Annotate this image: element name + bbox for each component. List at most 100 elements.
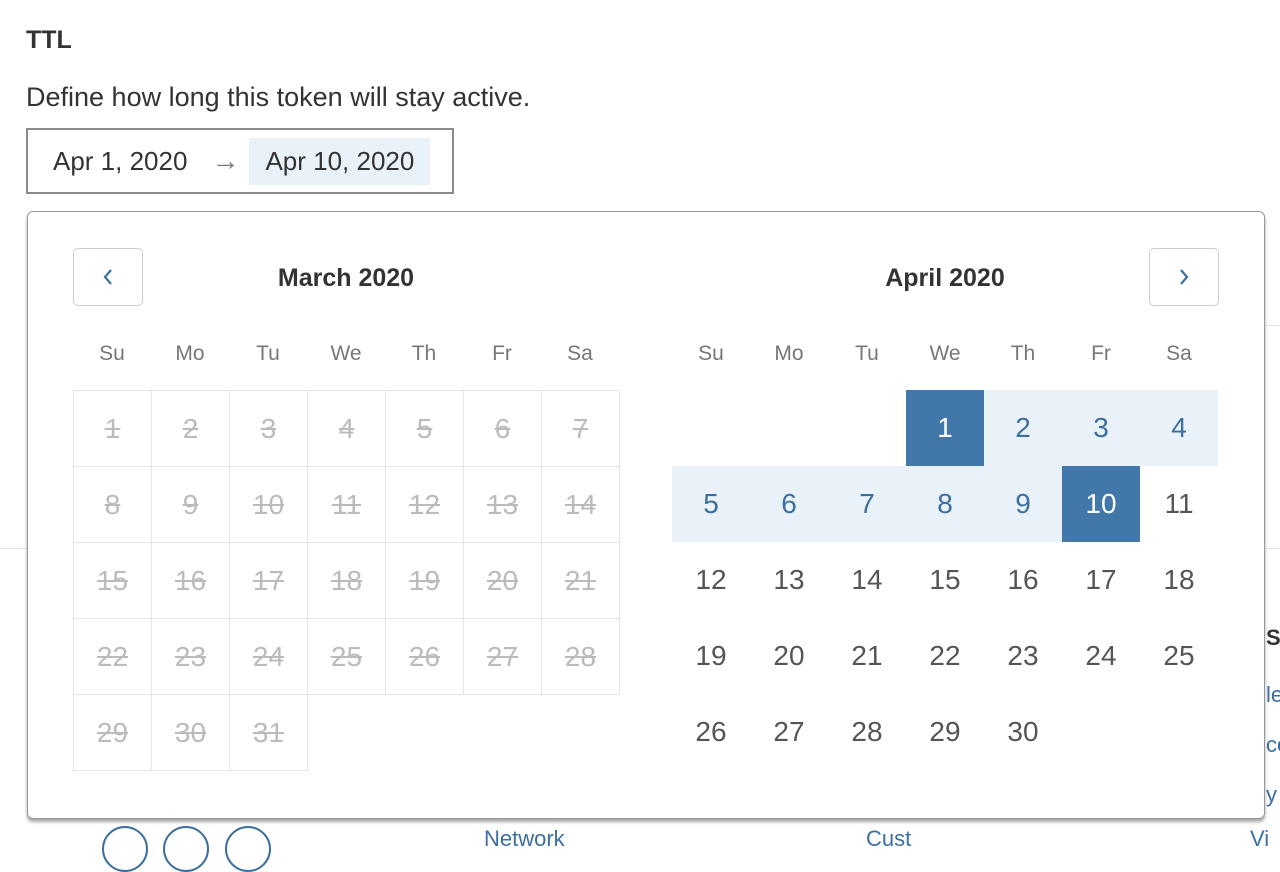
day-12[interactable]: 12 bbox=[695, 564, 727, 595]
month-title-march: March 2020 bbox=[277, 264, 415, 292]
weekday-header: Su Mo Tu We Th Fr Sa bbox=[73, 342, 619, 390]
day-23[interactable]: 23 bbox=[1007, 640, 1039, 671]
day-26: 26 bbox=[385, 618, 464, 695]
date-range-input[interactable]: Apr 1, 2020 → Apr 10, 2020 bbox=[26, 128, 454, 194]
weekday-label: We bbox=[929, 342, 961, 365]
day-1[interactable]: 1 bbox=[906, 390, 984, 466]
weekday-label: Su bbox=[99, 342, 125, 365]
day-28[interactable]: 28 bbox=[851, 716, 883, 747]
day-4: 4 bbox=[307, 390, 386, 467]
day-2: 2 bbox=[151, 390, 230, 467]
day-20[interactable]: 20 bbox=[773, 640, 805, 671]
day-27: 27 bbox=[463, 618, 542, 695]
day-9: 9 bbox=[151, 466, 230, 543]
day-24: 24 bbox=[229, 618, 308, 695]
weekday-label: Mo bbox=[175, 342, 205, 365]
day-4[interactable]: 4 bbox=[1140, 390, 1218, 466]
day-22[interactable]: 22 bbox=[929, 640, 961, 671]
day-3[interactable]: 3 bbox=[1062, 390, 1140, 466]
day-27[interactable]: 27 bbox=[773, 716, 805, 747]
chevron-left-icon bbox=[103, 269, 112, 285]
end-date-field[interactable]: Apr 10, 2020 bbox=[249, 137, 431, 185]
bg-link[interactable]: co bbox=[1266, 732, 1280, 757]
day-22: 22 bbox=[73, 618, 152, 695]
day-6[interactable]: 6 bbox=[750, 466, 828, 542]
day-21: 21 bbox=[541, 542, 620, 619]
bg-link[interactable]: le bbox=[1266, 682, 1280, 707]
weekday-label: Th bbox=[1010, 342, 1036, 365]
ttl-heading: TTL bbox=[26, 26, 72, 54]
start-date-field[interactable]: Apr 1, 2020 bbox=[53, 145, 188, 176]
day-3: 3 bbox=[229, 390, 308, 467]
weekday-label: Tu bbox=[855, 342, 879, 365]
day-24[interactable]: 24 bbox=[1085, 640, 1117, 671]
chevron-right-icon bbox=[1180, 269, 1189, 285]
day-17: 17 bbox=[229, 542, 308, 619]
day-9[interactable]: 9 bbox=[984, 466, 1062, 542]
day-grid: 1 2 3 4 5 6 7 8 9 10 11 12 13 14 15 16 17 18 19 20 21 22 23 24 2… bbox=[73, 390, 620, 771]
day-28: 28 bbox=[541, 618, 620, 695]
day-25: 25 bbox=[307, 618, 386, 695]
day-12: 12 bbox=[385, 466, 464, 543]
day-14[interactable]: 14 bbox=[851, 564, 883, 595]
empty-cell bbox=[828, 390, 906, 466]
day-29: 29 bbox=[73, 694, 152, 771]
day-13: 13 bbox=[463, 466, 542, 543]
bg-link[interactable]: Cust bbox=[866, 826, 912, 851]
day-20: 20 bbox=[463, 542, 542, 619]
day-15[interactable]: 15 bbox=[929, 564, 961, 595]
month-calendar-march: Su Mo Tu We Th Fr Sa 1 2 3 4 5 6 7 8 9 10 11 12 13 14 15 16 17 1… bbox=[73, 342, 620, 771]
day-31: 31 bbox=[229, 694, 308, 771]
day-2[interactable]: 2 bbox=[984, 390, 1062, 466]
day-5[interactable]: 5 bbox=[672, 466, 750, 542]
day-6: 6 bbox=[463, 390, 542, 467]
ttl-description: Define how long this token will stay act… bbox=[26, 82, 531, 112]
day-18: 18 bbox=[307, 542, 386, 619]
day-29[interactable]: 29 bbox=[929, 716, 961, 747]
bg-circle-button[interactable] bbox=[225, 826, 271, 872]
day-10[interactable]: 10 bbox=[1062, 466, 1140, 542]
weekday-label: Fr bbox=[492, 342, 512, 365]
weekday-label: Sa bbox=[1166, 342, 1192, 365]
day-11: 11 bbox=[307, 466, 386, 543]
next-month-button[interactable] bbox=[1149, 248, 1219, 306]
day-8: 8 bbox=[73, 466, 152, 543]
weekday-label: Fr bbox=[1091, 342, 1111, 365]
weekday-label: Th bbox=[411, 342, 437, 365]
weekday-label: Sa bbox=[567, 342, 593, 365]
bg-link[interactable]: Vi bbox=[1250, 826, 1270, 851]
weekday-label: Su bbox=[698, 342, 724, 365]
arrow-right-icon: → bbox=[211, 145, 240, 176]
day-16[interactable]: 16 bbox=[1007, 564, 1039, 595]
day-26[interactable]: 26 bbox=[695, 716, 727, 747]
day-7[interactable]: 7 bbox=[828, 466, 906, 542]
bg-link[interactable]: y bbox=[1266, 782, 1277, 807]
day-7: 7 bbox=[541, 390, 620, 467]
bg-circle-button[interactable] bbox=[102, 826, 148, 872]
day-11[interactable]: 11 bbox=[1164, 488, 1194, 519]
month-title-april: April 2020 bbox=[885, 264, 1005, 292]
day-1: 1 bbox=[73, 390, 152, 467]
weekday-label: Tu bbox=[256, 342, 280, 365]
day-21[interactable]: 21 bbox=[851, 640, 883, 671]
bg-circle-button[interactable] bbox=[163, 826, 209, 872]
date-range-picker: March 2020 April 2020 Su Mo Tu We Th Fr Sa 1 2 3 4… bbox=[27, 211, 1265, 819]
day-grid: 1 2 3 4 5 6 7 8 9 10 11 12 13 14 15 16 17 18 19 20 21 22 23 24 2… bbox=[672, 390, 1218, 770]
prev-month-button[interactable] bbox=[73, 248, 143, 306]
day-17[interactable]: 17 bbox=[1085, 564, 1117, 595]
month-calendar-april: Su Mo Tu We Th Fr Sa 1 2 3 4 5 6 7 8 9 10 11 12 13 14 15 16 17 1… bbox=[672, 342, 1218, 770]
day-10: 10 bbox=[229, 466, 308, 543]
bg-link[interactable]: Network bbox=[484, 826, 565, 851]
day-30[interactable]: 30 bbox=[1007, 716, 1039, 747]
day-15: 15 bbox=[73, 542, 152, 619]
day-19[interactable]: 19 bbox=[695, 640, 727, 671]
day-8[interactable]: 8 bbox=[906, 466, 984, 542]
empty-cell bbox=[672, 390, 750, 466]
day-5: 5 bbox=[385, 390, 464, 467]
day-25[interactable]: 25 bbox=[1163, 640, 1195, 671]
day-23: 23 bbox=[151, 618, 230, 695]
day-18[interactable]: 18 bbox=[1163, 564, 1195, 595]
day-16: 16 bbox=[151, 542, 230, 619]
day-13[interactable]: 13 bbox=[773, 564, 805, 595]
day-14: 14 bbox=[541, 466, 620, 543]
